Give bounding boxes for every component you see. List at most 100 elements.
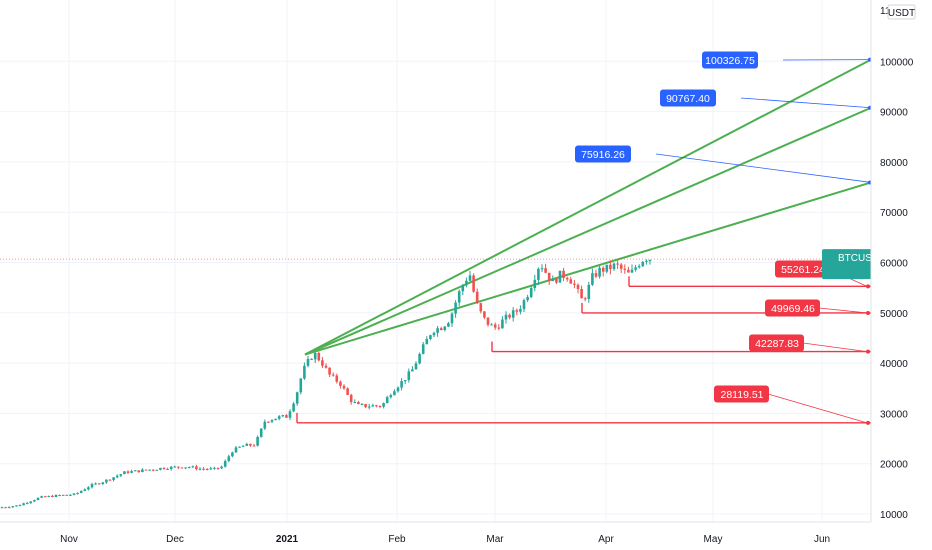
time-tick-label: Mar: [486, 534, 504, 545]
price-tick-label: 70000: [880, 208, 908, 219]
candle-body: [616, 263, 619, 265]
candle-body: [245, 443, 249, 446]
time-tick-label: Feb: [388, 534, 406, 545]
candle-body: [317, 352, 321, 361]
target-label-2: 90767.40: [666, 93, 710, 105]
support-label-3: 42287.83: [755, 338, 799, 350]
candle-body: [54, 495, 58, 498]
candle-body: [501, 319, 504, 329]
candle-body: [389, 395, 393, 398]
support-callout-1[interactable]: [775, 260, 830, 278]
candle-body: [486, 317, 490, 325]
time-tick-label: Apr: [598, 534, 614, 545]
support-anchor-4: [866, 420, 870, 425]
support-callout-4[interactable]: [714, 385, 769, 403]
candle-body: [465, 280, 468, 286]
trendline-1: [304, 58, 872, 356]
candle-body: [544, 268, 547, 273]
candle-body: [457, 291, 461, 303]
time-tick-label: Jun: [814, 534, 830, 545]
candle-body: [115, 475, 119, 478]
candle-body: [547, 272, 551, 282]
time-tick-label: 2021: [276, 534, 299, 545]
candle-body: [591, 273, 594, 285]
candle-body: [328, 367, 331, 375]
candle-body: [36, 497, 40, 501]
candle-body: [69, 494, 72, 496]
candle-body: [562, 270, 565, 278]
target-callout-3[interactable]: [575, 145, 631, 163]
candle-body: [267, 421, 270, 423]
candle-body: [472, 275, 475, 292]
support-connector-2: [818, 307, 868, 314]
candle-body: [522, 300, 526, 310]
support-callout-2[interactable]: [765, 299, 820, 317]
candle-body: [241, 445, 245, 447]
candle-body: [148, 469, 151, 471]
candle-body: [447, 323, 450, 327]
candle-body: [238, 446, 241, 448]
candle-body: [619, 264, 623, 269]
candle-body: [126, 471, 130, 473]
support-callout-3[interactable]: [749, 334, 804, 352]
last-price-symbol: BTCUSDT: [838, 253, 885, 264]
candle-body: [195, 466, 198, 470]
candle-body: [569, 279, 573, 284]
candle-body: [555, 278, 558, 283]
candle-body: [220, 466, 223, 469]
candle-body: [565, 277, 569, 280]
candle-body: [425, 338, 429, 345]
price-axis[interactable]: [870, 0, 932, 550]
candle-body: [634, 267, 637, 270]
candle-body: [184, 467, 187, 469]
candle-body: [205, 468, 209, 470]
candle-body: [612, 263, 616, 270]
candle-body: [76, 492, 79, 494]
price-tick-label: 20000: [880, 460, 908, 471]
candle-body: [11, 506, 15, 508]
candle-body: [605, 264, 609, 272]
candle-body: [594, 273, 598, 277]
candle-body: [79, 490, 83, 493]
candle-body: [141, 469, 144, 473]
target-callout-2[interactable]: [660, 89, 716, 107]
candle-body: [137, 470, 141, 473]
candle-body: [306, 358, 310, 366]
candle-body: [191, 466, 195, 468]
candle-body: [342, 385, 346, 389]
currency-badge[interactable]: [887, 4, 916, 20]
candle-body: [537, 268, 540, 280]
candle-body: [259, 428, 263, 437]
candle-body: [468, 275, 472, 281]
candle-body: [324, 365, 328, 368]
candle-body: [573, 283, 576, 285]
candle-body: [436, 328, 439, 333]
candle-body: [90, 484, 94, 488]
price-tick-label: 60000: [880, 259, 908, 270]
candle-body: [180, 467, 184, 469]
candle-body: [33, 500, 36, 502]
candle-body: [209, 468, 213, 470]
candle-body: [533, 279, 537, 289]
target-callout-1[interactable]: [702, 51, 758, 69]
candle-body: [202, 468, 205, 470]
candle-body: [0, 507, 4, 509]
candle-body: [274, 418, 277, 421]
target-connector-3: [655, 153, 872, 183]
candle-body: [144, 469, 148, 471]
candle-body: [432, 332, 436, 336]
candle-body: [227, 456, 231, 461]
candle-body: [72, 493, 76, 495]
candle-body: [540, 268, 544, 270]
candle-body: [173, 466, 177, 468]
candle-body: [385, 397, 389, 404]
candle-body: [187, 467, 191, 469]
candle-body: [213, 467, 216, 469]
support-connector-3: [802, 342, 868, 352]
candle-body: [285, 415, 288, 418]
candle-body: [497, 327, 501, 329]
candle-body: [40, 496, 43, 498]
candle-body: [288, 411, 292, 418]
candle-body: [382, 403, 385, 407]
